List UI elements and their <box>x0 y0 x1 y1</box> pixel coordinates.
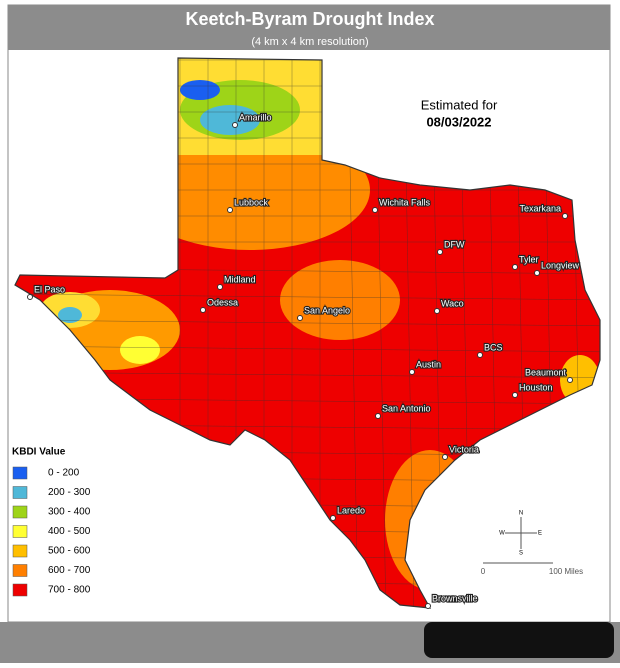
city-label: Waco <box>441 298 464 308</box>
city-marker <box>562 213 568 219</box>
city-label: Houston <box>519 382 553 392</box>
legend-label: 0 - 200 <box>48 468 80 479</box>
city-marker <box>409 369 415 375</box>
legend-label: 400 - 500 <box>48 526 91 537</box>
city-marker <box>567 377 573 383</box>
legend-title: KBDI Value <box>12 447 66 458</box>
city-marker <box>217 284 223 290</box>
drought-200-300 <box>58 307 82 323</box>
labels: Keetch-Byram Drought Index (4 km x 4 km r… <box>12 9 589 658</box>
legend-label: 500 - 600 <box>48 546 91 557</box>
drought-600-700 <box>280 260 400 340</box>
drought-0-200 <box>180 80 220 100</box>
city-marker <box>442 454 448 460</box>
legend-swatch <box>12 466 28 480</box>
city-marker <box>227 207 233 213</box>
city-label: San Antonio <box>382 403 431 413</box>
city-marker <box>200 307 206 313</box>
city-label: San Angelo <box>304 305 350 315</box>
city-marker <box>434 308 440 314</box>
city-marker <box>534 270 540 276</box>
city-label: BCS <box>484 342 503 352</box>
county-line <box>15 293 600 301</box>
scale-label: 100 Miles <box>549 567 583 576</box>
legend-swatch <box>12 486 28 499</box>
watermark-box <box>424 622 614 658</box>
drought-200-300 <box>200 105 260 135</box>
city-label: Midland <box>224 274 256 284</box>
city-label: Longview <box>541 260 580 270</box>
compass-label: S <box>519 551 523 557</box>
drought-400-500 <box>120 336 160 364</box>
legend-label: 200 - 300 <box>48 487 91 498</box>
city-label: Victoria <box>449 444 479 454</box>
legend-swatch <box>12 583 28 597</box>
scale-label: 0 <box>481 567 486 576</box>
city-label: El Paso <box>34 284 65 294</box>
legend-swatch <box>12 505 28 519</box>
header-bar <box>8 5 610 50</box>
compass-label: E <box>538 531 542 537</box>
city-label: DFW <box>444 239 465 249</box>
estimate-label: Estimated for <box>421 97 498 112</box>
title: Keetch-Byram Drought Index <box>185 9 434 29</box>
legend-label: 300 - 400 <box>48 507 91 518</box>
estimate-date: 08/03/2022 <box>426 114 491 129</box>
legend-swatch <box>12 544 28 558</box>
city-marker <box>425 603 431 609</box>
county-line <box>15 319 600 327</box>
compass-rose <box>505 517 537 549</box>
city-label: Lubbock <box>234 197 269 207</box>
city-marker <box>437 249 443 255</box>
city-marker <box>27 294 33 300</box>
city-marker <box>232 122 238 128</box>
city-label: Wichita Falls <box>379 197 431 207</box>
legend-swatch <box>12 564 28 577</box>
legend-label: 700 - 800 <box>48 585 91 596</box>
city-label: Laredo <box>337 505 365 515</box>
city-marker <box>512 264 518 270</box>
legend-swatch <box>12 525 28 538</box>
city-label: Texarkana <box>519 203 561 213</box>
city-marker <box>512 392 518 398</box>
city-label: Odessa <box>207 297 238 307</box>
county-line <box>15 345 600 353</box>
compass-label: W <box>499 531 505 537</box>
city-marker <box>375 413 381 419</box>
city-label: Tyler <box>519 254 539 264</box>
city-label: Austin <box>416 359 441 369</box>
city-marker <box>372 207 378 213</box>
compass-label: N <box>519 511 523 517</box>
city-marker <box>330 515 336 521</box>
city-label: Brownsville <box>432 593 478 603</box>
subtitle: (4 km x 4 km resolution) <box>251 36 368 48</box>
city-label: Beaumont <box>525 367 567 377</box>
city-marker <box>477 352 483 358</box>
city-marker <box>297 315 303 321</box>
legend-label: 600 - 700 <box>48 565 91 576</box>
city-label: Amarillo <box>239 112 272 122</box>
